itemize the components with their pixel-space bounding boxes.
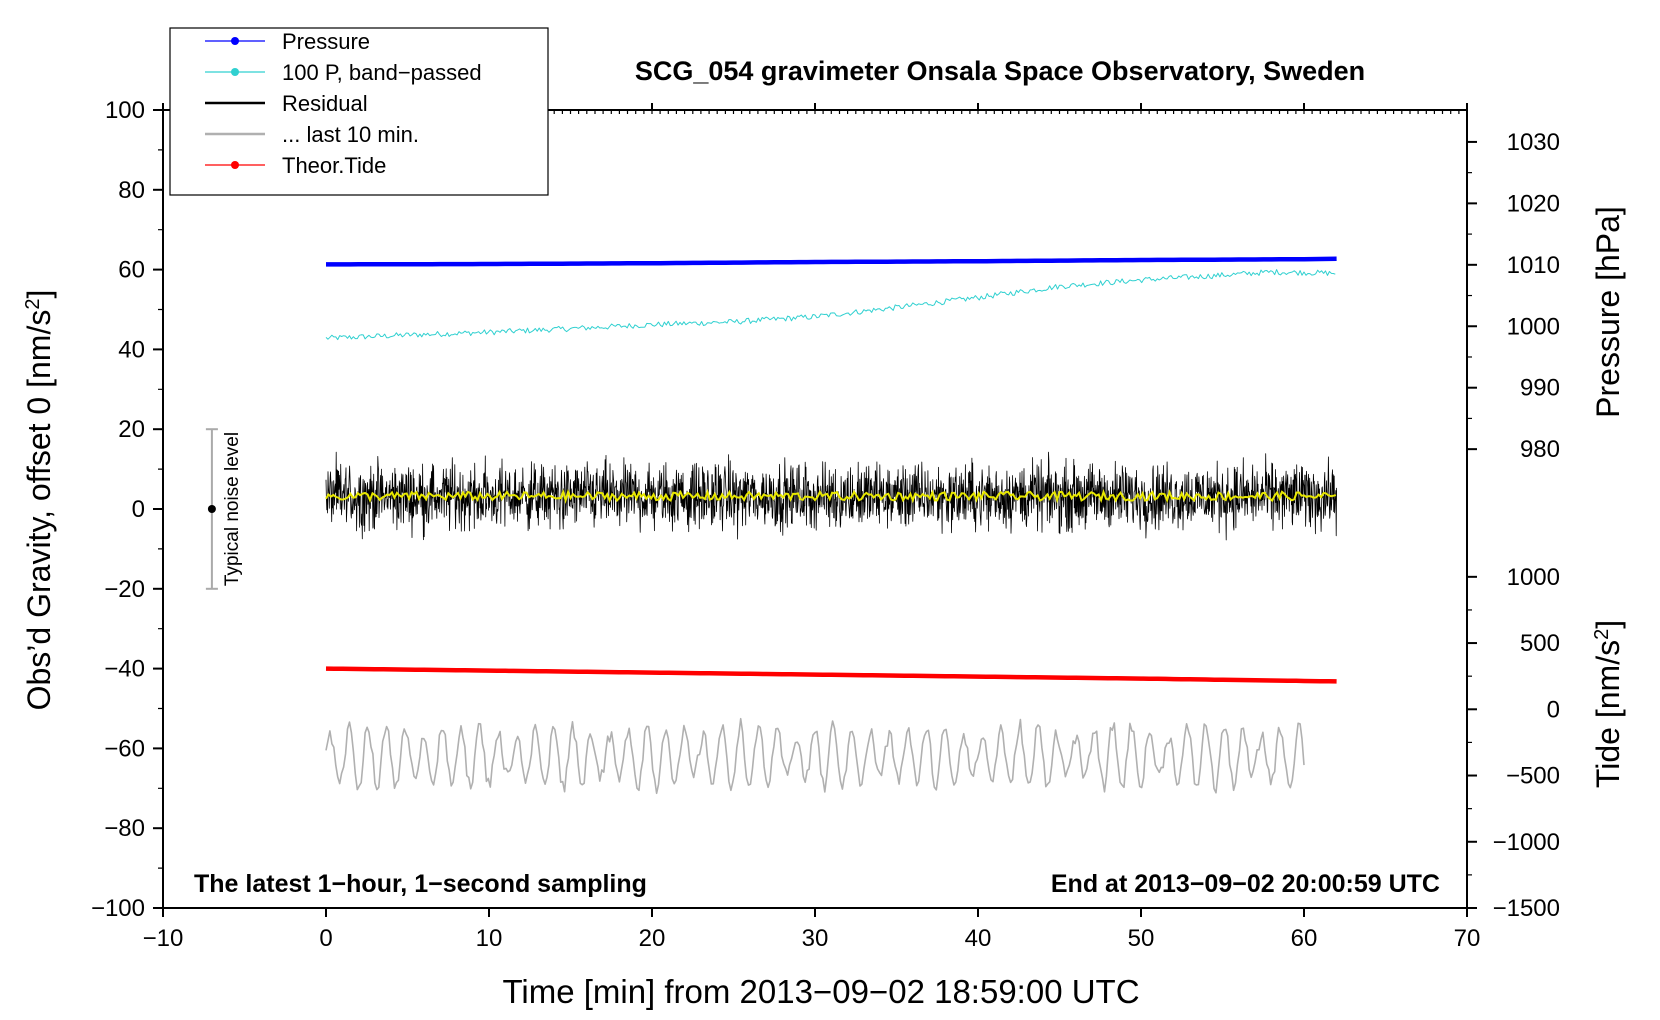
pressure-axis-label: Pressure [hPa] [1590,206,1626,418]
pressure-axis-tick-label: 990 [1520,375,1560,402]
x-tick-label: 60 [1291,925,1318,952]
tide-axis-tick-label: 500 [1520,630,1560,657]
y-tick-label: 40 [118,336,145,363]
legend-marker-theor-tide [231,161,239,169]
legend-label-residual: Residual [282,91,368,116]
axes-layer: −10 0 10 20 30 40 50 60 70100806040200−20−40−60−… [91,97,1560,952]
chart-title: SCG_054 gravimeter Onsala Space Observat… [635,56,1365,86]
legend-marker-100-p-band-passed [231,68,239,76]
x-tick-label: 50 [1128,925,1155,952]
annotation-end-time: End at 2013−09−02 20:00:59 UTC [1051,870,1440,898]
y-tick-label: 0 [132,496,145,523]
legend-label-pressure: Pressure [282,29,370,54]
y-tick-label: −100 [91,895,145,922]
legend: Pressure 100 P, band−passed Residual ... la… [169,27,549,196]
tide-axis-tick-label: 1000 [1507,564,1560,591]
y-tick-label: −60 [104,735,145,762]
y-tick-label: 100 [105,97,145,124]
noise-level-label: Typical noise level [222,432,243,586]
noise-level-indicator: Typical noise level [205,428,243,590]
tide-axis-tick-label: −1000 [1493,829,1560,856]
tide-axis-tick-label: −500 [1506,763,1560,790]
x-tick-label: 10 [476,925,503,952]
y-axis-label: Obs’d Gravity, offset 0 [nm/s2] [21,290,57,711]
noise-bar-center-dot [207,505,216,513]
annotation-latest-hour: The latest 1−hour, 1−second sampling [194,870,647,898]
series-residual-line [325,451,1337,541]
series-pressure-line [326,256,1337,267]
legend-label-theor-tide: Theor.Tide [282,153,386,178]
pressure-axis-tick-label: 1000 [1507,313,1560,340]
y-tick-label: −20 [104,576,145,603]
x-tick-label: 40 [965,925,992,952]
y-tick-label: −80 [104,815,145,842]
series-100-p-band-passed-line [325,269,1336,341]
y-tick-label: −40 [104,656,145,683]
series-residual-smoothed-line [325,488,1337,504]
pressure-axis-tick-label: 1020 [1507,190,1560,217]
legend-label-100-p-band-passed: 100 P, band−passed [282,60,482,85]
series-layer: Typical noise level [205,256,1337,795]
x-tick-label: 20 [639,925,666,952]
x-tick-label: 70 [1454,925,1481,952]
pressure-axis-tick-label: 1010 [1507,252,1560,279]
x-tick-label: 0 [319,925,332,952]
series-last-10-min-line [325,717,1305,795]
series-theor-tide-line [325,666,1337,684]
y-tick-label: 80 [118,177,145,204]
tide-axis-tick-label: −1500 [1493,895,1560,922]
legend-marker-pressure [231,37,239,45]
y-tick-label: 20 [118,416,145,443]
legend-label-last-10-min: ... last 10 min. [282,122,419,147]
x-tick-label: 30 [802,925,829,952]
pressure-axis-tick-label: 980 [1520,436,1560,463]
y-tick-label: 60 [118,257,145,284]
x-axis-label: Time [min] from 2013−09−02 18:59:00 UTC [502,973,1139,1010]
tide-axis-tick-label: 0 [1547,696,1560,723]
pressure-axis-tick-label: 1030 [1507,129,1560,156]
x-tick-label: −10 [143,925,184,952]
tide-axis-label: Tide [nm/s2] [1590,620,1626,788]
